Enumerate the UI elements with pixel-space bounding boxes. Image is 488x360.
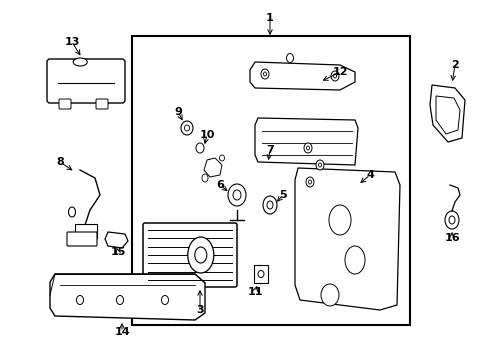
Polygon shape [254, 118, 357, 165]
Ellipse shape [68, 207, 75, 217]
Ellipse shape [328, 205, 350, 235]
Bar [75, 224, 97, 238]
FancyBboxPatch shape [96, 99, 108, 109]
Text: 7: 7 [265, 145, 273, 155]
Ellipse shape [187, 237, 213, 273]
Ellipse shape [232, 190, 241, 200]
Ellipse shape [444, 211, 458, 229]
Ellipse shape [304, 143, 311, 153]
Text: 9: 9 [174, 107, 182, 117]
Text: 10: 10 [199, 130, 214, 140]
Ellipse shape [194, 247, 206, 263]
Ellipse shape [219, 155, 224, 161]
Ellipse shape [161, 296, 168, 305]
Text: 16: 16 [443, 233, 459, 243]
FancyBboxPatch shape [142, 223, 237, 287]
Polygon shape [203, 158, 222, 177]
Ellipse shape [181, 121, 193, 135]
Text: 4: 4 [366, 170, 373, 180]
FancyBboxPatch shape [59, 99, 71, 109]
Text: 12: 12 [331, 67, 347, 77]
Ellipse shape [261, 69, 268, 79]
Text: 15: 15 [110, 247, 125, 257]
Bar [132, 36, 409, 325]
Polygon shape [50, 274, 204, 320]
Ellipse shape [76, 296, 83, 305]
Text: 14: 14 [114, 327, 129, 337]
Bar [253, 265, 267, 283]
Ellipse shape [227, 184, 245, 206]
Ellipse shape [320, 284, 338, 306]
Ellipse shape [263, 72, 266, 76]
Ellipse shape [318, 163, 321, 167]
Ellipse shape [73, 58, 87, 66]
Ellipse shape [305, 177, 313, 187]
Text: 1: 1 [265, 13, 273, 23]
Polygon shape [105, 232, 128, 248]
Ellipse shape [258, 270, 264, 278]
Text: 11: 11 [247, 287, 262, 297]
FancyBboxPatch shape [47, 59, 125, 103]
Text: 13: 13 [64, 37, 80, 47]
Ellipse shape [116, 296, 123, 305]
Ellipse shape [308, 180, 311, 184]
Text: 8: 8 [56, 157, 64, 167]
Text: 5: 5 [279, 190, 286, 200]
Ellipse shape [330, 71, 338, 81]
Polygon shape [294, 168, 399, 310]
Ellipse shape [286, 54, 293, 63]
Ellipse shape [184, 125, 189, 131]
Text: 3: 3 [196, 305, 203, 315]
Ellipse shape [202, 174, 207, 182]
Ellipse shape [306, 146, 309, 150]
Ellipse shape [345, 246, 364, 274]
Ellipse shape [315, 160, 324, 170]
Text: 2: 2 [450, 60, 458, 70]
Text: 6: 6 [216, 180, 224, 190]
FancyBboxPatch shape [67, 232, 97, 246]
Ellipse shape [266, 201, 272, 209]
Ellipse shape [333, 74, 336, 78]
Ellipse shape [196, 143, 203, 153]
Polygon shape [249, 62, 354, 90]
Polygon shape [429, 85, 464, 142]
Ellipse shape [263, 196, 276, 214]
Ellipse shape [448, 216, 454, 224]
